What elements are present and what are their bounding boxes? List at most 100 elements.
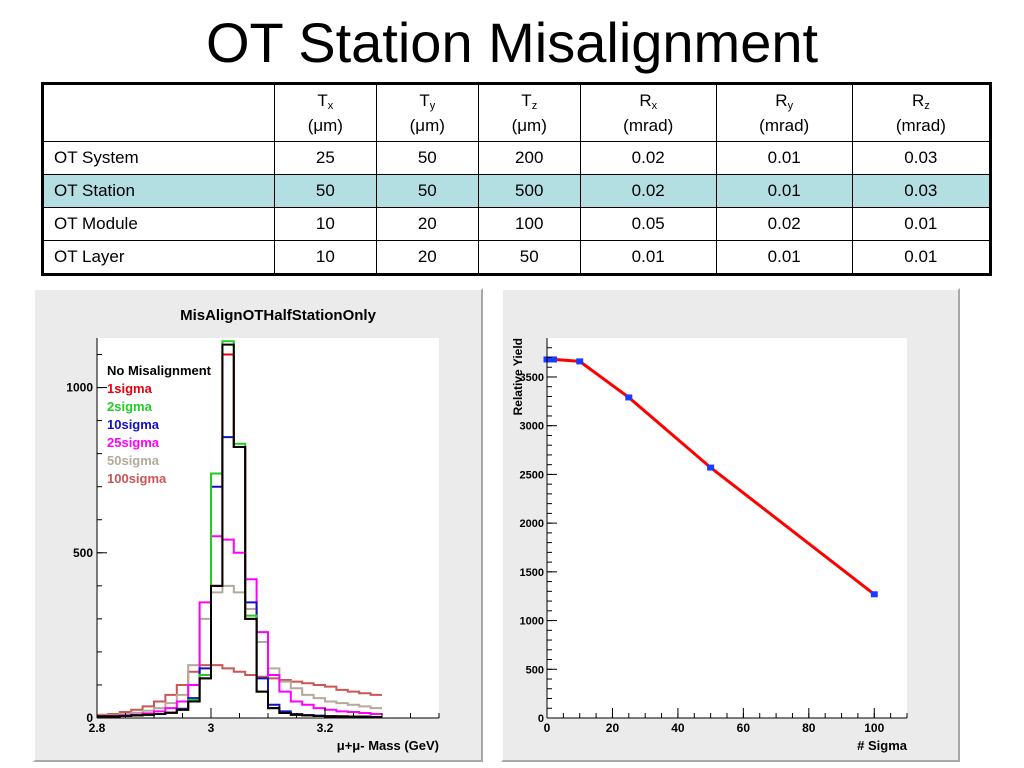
table-cell: 0.01 <box>715 174 853 208</box>
table-cell: 50 <box>375 141 479 175</box>
table-cell: 25 <box>273 141 377 175</box>
plot-area <box>547 338 907 718</box>
row-label: OT Layer <box>42 240 275 275</box>
data-point <box>870 591 878 598</box>
column-header: Ry (mrad) <box>715 83 853 142</box>
column-header: Tx (μm) <box>273 83 377 142</box>
header-subscript: z <box>924 99 930 112</box>
mass-histogram-panel: MisAlignOTHalfStationOnly 2.8 3 3.2 0 500 1000… <box>33 288 483 762</box>
table-cell: 0.01 <box>715 240 853 275</box>
table-cell: 50 <box>477 240 581 275</box>
header-symbol: T <box>521 90 532 110</box>
x-tick-label: 60 <box>737 721 751 735</box>
table-row: OT Layer 10 20 50 0.01 0.01 0.01 <box>42 240 992 275</box>
header-subscript: z <box>531 99 538 112</box>
y-tick-label: 500 <box>73 546 93 560</box>
data-point <box>707 464 715 471</box>
header-symbol: R <box>639 90 652 110</box>
relative-yield-panel: 0 20 40 60 80 100 0 500 1000 1500 2000 2500 3000 3500… <box>501 288 960 762</box>
table-cell: 0.02 <box>715 207 853 241</box>
x-tick-label: 2.8 <box>89 721 106 735</box>
relative-yield-chart: 0 20 40 60 80 1000500100015002000250030003500… <box>511 338 908 753</box>
header-corner-cell <box>42 83 275 142</box>
row-label: OT Module <box>42 207 275 241</box>
column-header: Ty (μm) <box>375 83 479 142</box>
table-cell: 0.03 <box>851 141 992 175</box>
table-cell: 0.02 <box>579 174 717 208</box>
y-tick-label: 3000 <box>520 421 544 433</box>
table-cell: 0.01 <box>851 240 992 275</box>
header-subscript: y <box>429 99 436 112</box>
legend-entry: No Misalignment <box>107 363 212 378</box>
table-cell: 500 <box>477 174 581 208</box>
header-symbol: T <box>317 90 328 110</box>
table-cell: 0.02 <box>579 141 717 175</box>
header-unit: (μm) <box>307 115 343 135</box>
table-cell: 50 <box>273 174 377 208</box>
column-header: Tz (μm) <box>477 83 581 142</box>
table-cell: 20 <box>375 207 479 241</box>
x-tick-label: 3 <box>208 721 215 735</box>
legend-entry: 1sigma <box>107 381 153 396</box>
table-row: OT System 25 50 200 0.02 0.01 0.03 <box>42 141 992 175</box>
legend-entry: 50sigma <box>107 453 160 468</box>
header-subscript: y <box>787 99 794 112</box>
y-tick-label: 500 <box>526 664 544 676</box>
table-cell: 10 <box>273 207 377 241</box>
legend-entry: 10sigma <box>107 417 160 432</box>
data-point <box>550 356 558 363</box>
series-line-100sigma <box>97 664 382 716</box>
misalignment-table: Tx (μm) Ty (μm) Tz (μm) Rx (mrad) Ry (mrad) Rz (mra… <box>41 82 992 276</box>
x-tick-label: 20 <box>606 721 620 735</box>
header-unit: (μm) <box>409 115 445 135</box>
y-tick-label: 1000 <box>66 381 93 395</box>
y-tick-label: 1000 <box>520 616 544 628</box>
header-unit: (mrad) <box>759 115 810 135</box>
y-tick-label: 0 <box>86 711 93 725</box>
legend-entry: 100sigma <box>107 471 167 486</box>
header-symbol: R <box>775 90 788 110</box>
x-tick-label: 40 <box>671 721 685 735</box>
y-tick-label: 2500 <box>520 469 544 481</box>
row-label: OT System <box>42 141 275 175</box>
table-cell: 0.03 <box>851 174 992 208</box>
y-tick-label: 1500 <box>520 567 544 579</box>
header-unit: (mrad) <box>895 115 946 135</box>
x-tick-label: 100 <box>864 721 884 735</box>
x-axis-label: μ+μ- Mass (GeV) <box>337 738 439 753</box>
data-point <box>576 358 584 365</box>
table-cell: 0.05 <box>579 207 717 241</box>
y-tick-label: 0 <box>538 713 544 725</box>
y-tick-label: 2000 <box>520 518 544 530</box>
table-cell: 0.01 <box>715 141 853 175</box>
table-cell: 20 <box>375 240 479 275</box>
table-cell: 10 <box>273 240 377 275</box>
chart-title: MisAlignOTHalfStationOnly <box>180 307 376 324</box>
table-cell: 0.01 <box>851 207 992 241</box>
data-point <box>625 394 633 401</box>
column-header: Rz (mrad) <box>851 83 992 142</box>
table-header-row: Tx (μm) Ty (μm) Tz (μm) Rx (mrad) Ry (mrad) Rz (mra… <box>42 83 992 142</box>
header-unit: (mrad) <box>623 115 674 135</box>
table-cell: 200 <box>477 141 581 175</box>
legend-entry: 25sigma <box>107 435 160 450</box>
page-title: OT Station Misalignment <box>205 11 819 74</box>
x-tick-label: 3.2 <box>317 721 334 735</box>
x-axis-label: # Sigma <box>857 738 908 753</box>
row-label: OT Station <box>42 174 275 208</box>
table-cell: 100 <box>477 207 581 241</box>
header-unit: (μm) <box>511 115 547 135</box>
y-tick-label: 3500 <box>520 372 544 384</box>
mass-histogram-chart: MisAlignOTHalfStationOnly 2.8 3 3.2 0 500 1000… <box>66 307 440 753</box>
x-tick-label: 0 <box>544 721 551 735</box>
y-axis-label: Relative Yield <box>511 338 525 415</box>
table-cell: 0.01 <box>579 240 717 275</box>
header-symbol: T <box>419 90 430 110</box>
header-subscript: x <box>651 99 658 112</box>
table-row: OT Station 50 50 500 0.02 0.01 0.03 <box>42 174 992 208</box>
legend-entry: 2sigma <box>107 399 153 414</box>
column-header: Rx (mrad) <box>579 83 717 142</box>
x-tick-label: 80 <box>802 721 816 735</box>
header-subscript: x <box>327 99 334 112</box>
table-cell: 50 <box>375 174 479 208</box>
